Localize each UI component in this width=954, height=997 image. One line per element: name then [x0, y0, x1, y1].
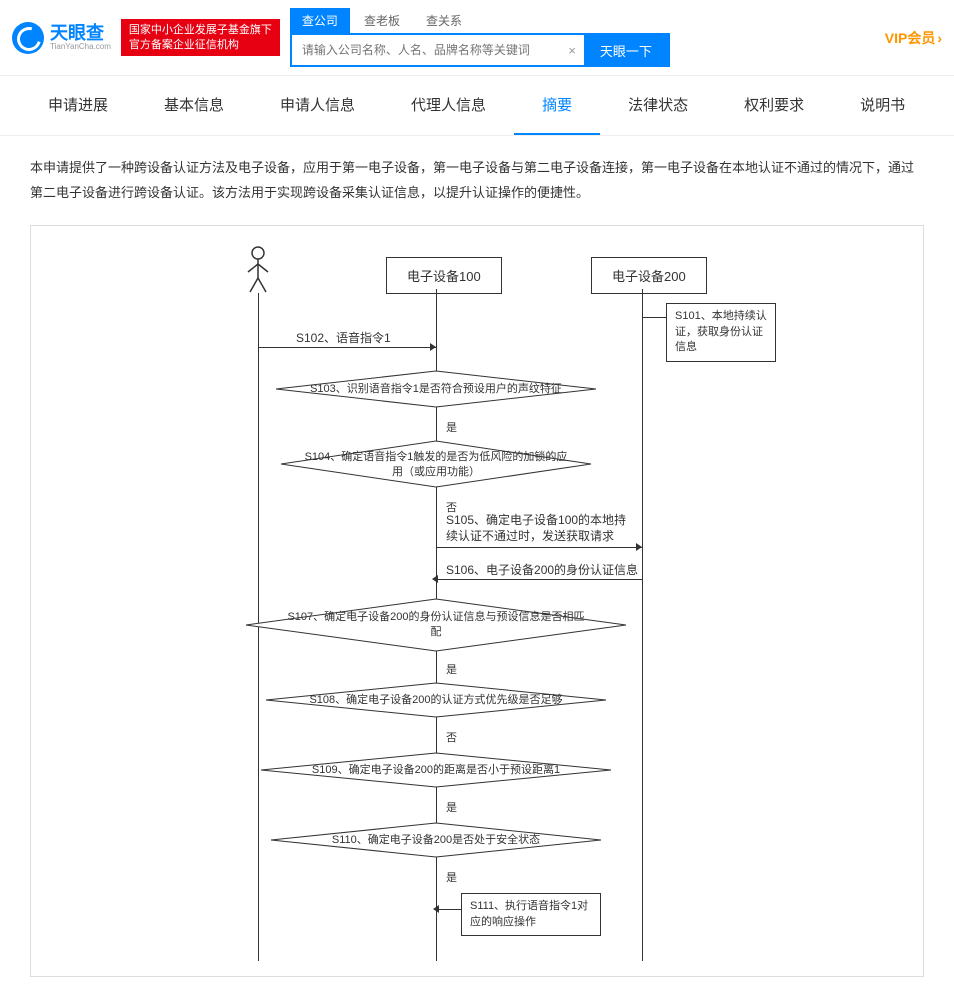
s106-label: S106、电子设备200的身份认证信息 [446, 561, 638, 578]
search-tabs: 查公司 查老板 查关系 [290, 8, 670, 33]
logo-section: 天眼查 TianYanCha.com [12, 22, 111, 54]
search-tab-boss[interactable]: 查老板 [352, 8, 412, 33]
logo-icon[interactable] [12, 22, 44, 54]
search-box: × 天眼一下 [290, 33, 670, 67]
flowchart-diagram: 电子设备100 电子设备200 S101、本地持续认证，获取身份认证信息 S10… [46, 241, 908, 961]
s108-text: S108、确定电子设备200的认证方式优先级是否足够 [276, 693, 596, 707]
official-badge: 国家中小企业发展子基金旗下 官方备案企业征信机构 [121, 19, 280, 56]
badge-line2: 官方备案企业征信机构 [129, 38, 272, 52]
device-200-box: 电子设备200 [591, 257, 707, 294]
tab-applicant[interactable]: 申请人信息 [252, 76, 383, 135]
tab-spec[interactable]: 说明书 [832, 76, 933, 135]
s105-line [436, 547, 642, 548]
clear-icon[interactable]: × [560, 35, 584, 65]
s109-text: S109、确定电子设备200的距离是否小于预设距离1 [271, 763, 601, 777]
s111-box: S111、执行语音指令1对应的响应操作 [461, 893, 601, 936]
lifeline-device2 [642, 289, 643, 961]
tab-basic[interactable]: 基本信息 [136, 76, 252, 135]
tab-progress[interactable]: 申请进展 [20, 76, 136, 135]
content-area: 本申请提供了一种跨设备认证方法及电子设备，应用于第一电子设备，第一电子设备与第二… [0, 136, 954, 997]
s105-label: S105、确定电子设备100的本地持续认证不通过时，发送获取请求 [446, 513, 636, 544]
search-tab-company[interactable]: 查公司 [290, 8, 350, 33]
abstract-text: 本申请提供了一种跨设备认证方法及电子设备，应用于第一电子设备，第一电子设备与第二… [30, 156, 924, 205]
s107-yes: 是 [446, 661, 457, 677]
search-area: 查公司 查老板 查关系 × 天眼一下 [290, 8, 670, 67]
s101-box: S101、本地持续认证，获取身份认证信息 [666, 303, 776, 361]
nav-tabs: 申请进展 基本信息 申请人信息 代理人信息 摘要 法律状态 权利要求 说明书 [0, 76, 954, 136]
tab-claims[interactable]: 权利要求 [716, 76, 832, 135]
badge-line1: 国家中小企业发展子基金旗下 [129, 23, 272, 37]
s110-yes: 是 [446, 869, 457, 885]
s105-arrow [636, 543, 642, 551]
vip-link[interactable]: VIP会员 › [885, 28, 942, 48]
chevron-right-icon: › [937, 30, 942, 46]
s102-label: S102、语音指令1 [296, 329, 391, 346]
s106-line [436, 579, 642, 580]
s103-text: S103、识别语音指令1是否符合预设用户的声纹特征 [276, 382, 596, 396]
s101-connector [642, 317, 666, 318]
actor-icon [246, 246, 270, 294]
tab-legal[interactable]: 法律状态 [600, 76, 716, 135]
tab-abstract[interactable]: 摘要 [514, 76, 600, 135]
vip-label: VIP会员 [885, 28, 936, 48]
logo-en: TianYanCha.com [50, 42, 111, 51]
top-header: 天眼查 TianYanCha.com 国家中小企业发展子基金旗下 官方备案企业征… [0, 0, 954, 76]
s102-arrow [430, 343, 436, 351]
s103-yes: 是 [446, 419, 457, 435]
s111-connector [437, 909, 461, 910]
s109-yes: 是 [446, 799, 457, 815]
s107-text: S107、确定电子设备200的身份认证信息与预设信息是否相匹配 [286, 610, 586, 639]
logo-cn: 天眼查 [50, 24, 111, 42]
search-tab-relation[interactable]: 查关系 [414, 8, 474, 33]
logo-text: 天眼查 TianYanCha.com [50, 24, 111, 51]
s104-text: S104、确定语音指令1触发的是否为低风险的加锁的应用（或应用功能） [301, 450, 571, 479]
device-100-box: 电子设备100 [386, 257, 502, 294]
diagram-container: 电子设备100 电子设备200 S101、本地持续认证，获取身份认证信息 S10… [30, 225, 924, 977]
s111-arrow [433, 905, 439, 913]
search-button[interactable]: 天眼一下 [584, 35, 668, 65]
search-input[interactable] [292, 35, 560, 65]
s108-no: 否 [446, 729, 457, 745]
tab-agent[interactable]: 代理人信息 [383, 76, 514, 135]
s102-line [258, 347, 436, 348]
s106-arrow [432, 575, 438, 583]
s110-text: S110、确定电子设备200是否处于安全状态 [281, 833, 591, 847]
